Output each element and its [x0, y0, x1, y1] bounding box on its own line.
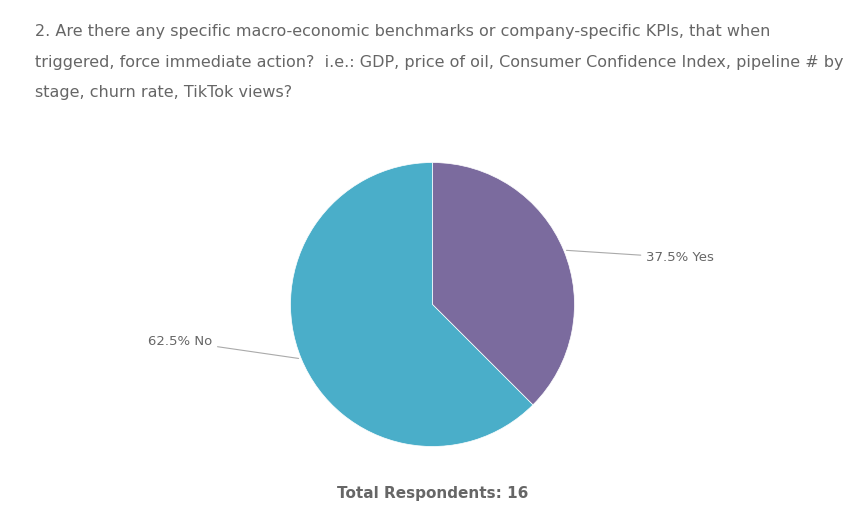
Text: Total Respondents: 16: Total Respondents: 16: [336, 486, 529, 501]
Text: 37.5% Yes: 37.5% Yes: [567, 250, 714, 264]
Text: 62.5% No: 62.5% No: [148, 335, 298, 359]
Text: triggered, force immediate action?  i.e.: GDP, price of oil, Consumer Confidence: triggered, force immediate action? i.e.:…: [35, 55, 843, 70]
Text: stage, churn rate, TikTok views?: stage, churn rate, TikTok views?: [35, 85, 292, 100]
Wedge shape: [291, 163, 533, 446]
Text: 2. Are there any specific macro-economic benchmarks or company-specific KPIs, th: 2. Are there any specific macro-economic…: [35, 24, 770, 39]
Wedge shape: [432, 163, 574, 405]
